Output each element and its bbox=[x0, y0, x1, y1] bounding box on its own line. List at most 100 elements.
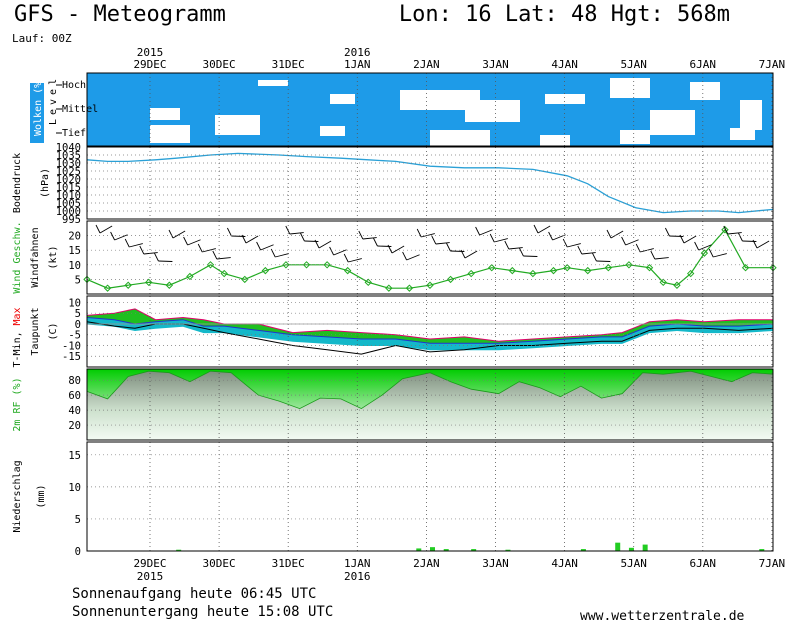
temp-ylabel-dew: Taupunkt bbox=[30, 307, 41, 355]
wind-barb-flag bbox=[153, 252, 159, 262]
wind-barb-flag bbox=[387, 244, 393, 254]
temp-tick-label: -10 bbox=[62, 340, 81, 352]
wind-tick-label: 15 bbox=[68, 245, 81, 257]
date-label-bottom: 3JAN bbox=[482, 557, 509, 570]
wind-barb bbox=[640, 248, 654, 253]
cloud-gap bbox=[330, 94, 355, 104]
wind-barb-flag bbox=[708, 248, 714, 258]
wind-point bbox=[686, 269, 695, 278]
wind-point bbox=[364, 278, 372, 287]
cloud-gap bbox=[400, 90, 480, 110]
date-label-bottom: 5JAN bbox=[620, 557, 647, 570]
cloud-gap bbox=[320, 126, 345, 136]
wind-barb bbox=[275, 253, 289, 258]
wind-point bbox=[186, 272, 194, 281]
wind-barb-flag bbox=[256, 241, 262, 251]
date-label-top: 1JAN bbox=[344, 58, 371, 71]
wind-point bbox=[302, 261, 311, 269]
pressure-tick-label: 1025 bbox=[56, 166, 81, 178]
precip-tick-label: 10 bbox=[68, 482, 81, 494]
temp-ylabel-tmin: T-Min, bbox=[12, 331, 23, 367]
wind-barb bbox=[202, 248, 216, 253]
wind-barb-flag bbox=[358, 230, 364, 240]
precip-bar bbox=[580, 549, 586, 551]
temp-tick-label: 0 bbox=[75, 319, 81, 331]
date-label-top: 5JAN bbox=[620, 58, 647, 71]
wind-point bbox=[563, 264, 571, 272]
wind-point bbox=[584, 266, 592, 275]
wind-barb bbox=[537, 225, 551, 234]
cloud-gap bbox=[150, 125, 190, 143]
wind-point bbox=[385, 284, 393, 292]
website-link[interactable]: www.wetterzentrale.de bbox=[580, 609, 745, 624]
pressure-tick-label: 1000 bbox=[56, 206, 81, 218]
run-label: Lauf: 00Z bbox=[12, 32, 72, 45]
wind-barb-flag bbox=[402, 251, 408, 261]
rf-line bbox=[86, 370, 774, 410]
date-label-top: 3JAN bbox=[482, 58, 509, 71]
wind-barb bbox=[348, 258, 362, 263]
wind-tick-label: 5 bbox=[75, 274, 81, 286]
precip-bar bbox=[443, 549, 449, 551]
wind-barb bbox=[654, 257, 669, 260]
wind-point bbox=[124, 281, 132, 289]
pressure-tick-label: 1010 bbox=[56, 190, 81, 202]
precip-tick-label: 0 bbox=[75, 546, 81, 558]
wind-point bbox=[508, 266, 517, 275]
date-label-top: 2JAN bbox=[413, 58, 440, 71]
wind-point bbox=[323, 261, 331, 269]
wind-barb-flag bbox=[445, 242, 451, 252]
wind-barb-flag bbox=[694, 241, 700, 251]
wind-barb bbox=[698, 244, 712, 251]
wind-barb-flag bbox=[679, 234, 685, 244]
page-title: GFS - Meteogramm bbox=[14, 2, 226, 27]
cloud-gap bbox=[258, 80, 288, 86]
cloud-ylabel: Wolken (%) bbox=[33, 76, 44, 136]
cloud-level-0: Hoch bbox=[62, 80, 86, 91]
wind-barb-flag bbox=[650, 250, 656, 260]
wind-barb bbox=[187, 239, 201, 246]
rf-tick-label: 40 bbox=[68, 405, 81, 417]
wind-barb bbox=[406, 254, 420, 261]
cloud-label-bg bbox=[30, 83, 44, 143]
wind-barb-flag bbox=[562, 238, 568, 248]
location-info: Lon: 16 Lat: 48 Hgt: 568m bbox=[398, 2, 730, 27]
cloud-level-1: Mittel bbox=[62, 104, 98, 115]
date-label-bottom: 30DEC bbox=[203, 557, 236, 570]
wind-barb-flag bbox=[533, 224, 539, 234]
wind-barb bbox=[464, 250, 478, 259]
wind-point bbox=[145, 278, 153, 287]
cloud-gap bbox=[730, 128, 755, 140]
date-label-bottom: 4JAN bbox=[551, 557, 578, 570]
precip-ylabel-2: (mm) bbox=[36, 484, 47, 508]
pressure-tick-label: 1030 bbox=[56, 158, 81, 170]
wind-barb-flag bbox=[110, 231, 116, 241]
precip-bar bbox=[615, 542, 621, 551]
rf-tick-label: 60 bbox=[68, 390, 81, 402]
cloud-gap bbox=[215, 115, 260, 135]
pressure-tick-label: 1015 bbox=[56, 182, 81, 194]
wind-point bbox=[220, 269, 228, 278]
precip-tick-label: 15 bbox=[68, 450, 81, 462]
panel-frame-1 bbox=[86, 146, 774, 220]
cloud-gap bbox=[610, 78, 650, 98]
date-label-top: 7JAN bbox=[759, 58, 786, 71]
wind-barb-flag bbox=[241, 234, 247, 244]
wind-barb-flag bbox=[752, 239, 758, 249]
wind-barb bbox=[391, 245, 405, 254]
wind-barb-flag bbox=[664, 227, 670, 237]
wind-point bbox=[721, 226, 729, 234]
cloud-gap bbox=[545, 94, 585, 104]
date-label-bottom: 31DEC bbox=[272, 557, 305, 570]
wind-barb-flag bbox=[197, 243, 203, 253]
cloud-level-label: Level bbox=[48, 75, 59, 125]
cloud-gap bbox=[690, 82, 720, 100]
wind-point bbox=[549, 266, 558, 275]
rf-tick-label: 20 bbox=[68, 420, 81, 432]
temp-ylabel-unit: (C) bbox=[48, 322, 59, 340]
cloud-gap bbox=[740, 100, 762, 130]
wind-barb-flag bbox=[475, 226, 481, 236]
wind-barb bbox=[129, 243, 143, 248]
date-label-bottom: 29DEC bbox=[133, 557, 166, 570]
wind-barb bbox=[727, 232, 742, 235]
